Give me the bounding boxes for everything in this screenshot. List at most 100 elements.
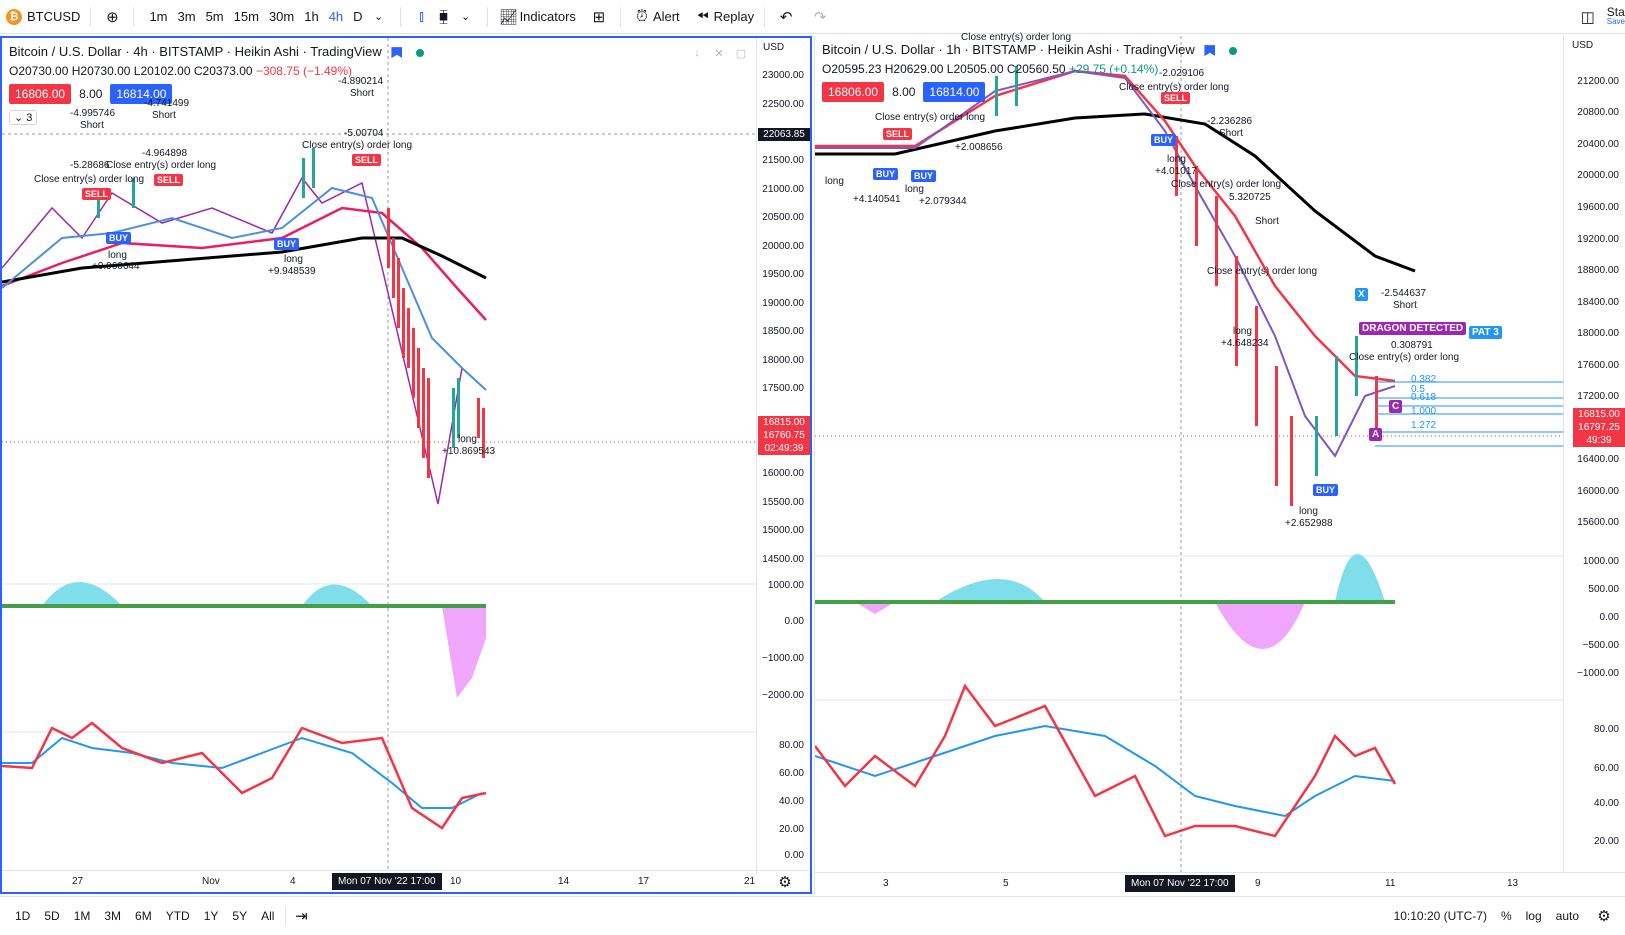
price-label: 18000.00: [762, 355, 804, 366]
fib-label: 0.382: [1411, 374, 1437, 385]
ohlc-high: H20629.00: [884, 62, 944, 76]
close-icon[interactable]: ✕: [714, 47, 724, 60]
ohlc-open: O20730.00: [9, 64, 69, 78]
maximize-icon[interactable]: ▢: [735, 47, 747, 60]
buy-signal: BUY: [873, 168, 899, 180]
redo-button[interactable]: ↷: [803, 0, 837, 34]
percent-toggle[interactable]: %: [1500, 909, 1512, 923]
divider: [486, 6, 488, 27]
right-chart-canvas[interactable]: [815, 36, 1625, 894]
gear-icon[interactable]: ⚙: [778, 874, 792, 891]
trade-annotation: +9.960644: [92, 261, 140, 272]
trade-annotation: Short: [1393, 300, 1417, 311]
alert-button[interactable]: ⏰︎ Alert: [625, 0, 686, 34]
timeframe-D[interactable]: D: [353, 9, 363, 24]
chevron-down-icon[interactable]: ⌄: [373, 11, 384, 23]
range-5Y[interactable]: 5Y: [232, 908, 248, 923]
buy-price-button[interactable]: 16814.00: [923, 82, 986, 102]
left-time-axis[interactable]: 27 Nov 4 Mon 07 Nov '22 17:00 10 14 17 2…: [2, 870, 810, 892]
toolbar-right: ◫ Sta Save: [1577, 0, 1625, 34]
range-All[interactable]: All: [261, 908, 275, 923]
left-macd-histogram: [2, 582, 486, 698]
timeframe-5m[interactable]: 5m: [205, 9, 224, 24]
bar-countdown: 02:49:39: [758, 442, 810, 455]
replay-button[interactable]: ⏪︎ Replay: [686, 0, 760, 34]
arrow-down-icon[interactable]: ↓: [694, 47, 700, 59]
flag-icon[interactable]: [391, 47, 403, 59]
buy-price-button[interactable]: 16814.00: [110, 84, 173, 104]
timeframe-1m[interactable]: 1m: [149, 9, 168, 24]
buy-signal: BUY: [274, 238, 300, 250]
divider: [764, 6, 766, 27]
left-price-scale[interactable]: USD 23000.00 22500.00 22063.85 21500.00 …: [756, 38, 810, 874]
right-chart-pane[interactable]: Bitcoin / U.S. Dollar · 1h · BITSTAMP · …: [814, 32, 1625, 894]
buy-signal: BUY: [1313, 484, 1339, 496]
chart-type-button[interactable]: ⫾ ⧯ ⌄: [405, 0, 483, 34]
date-range-icon[interactable]: ⇥: [295, 907, 308, 925]
btc-logo-icon: ₿: [6, 8, 22, 25]
fib-label: 1.272: [1411, 420, 1437, 431]
price-label: 19200.00: [1577, 234, 1619, 245]
currency-label[interactable]: USD: [763, 42, 785, 53]
timeframe-30m[interactable]: 30m: [268, 9, 295, 24]
save-button[interactable]: Sta Save: [1607, 6, 1625, 27]
timeframe-4h[interactable]: 4h: [328, 9, 344, 24]
rsi-label: 0.00: [784, 850, 804, 861]
rewind-icon: ⏪︎: [696, 8, 709, 25]
divider: [619, 6, 621, 27]
clock-time[interactable]: 10:10:20 (UTC-7): [1393, 909, 1487, 923]
timeframe-1h[interactable]: 1h: [304, 9, 319, 24]
price-label: 16000.00: [762, 468, 804, 479]
range-YTD[interactable]: YTD: [165, 908, 190, 923]
range-1D[interactable]: 1D: [15, 908, 31, 923]
indicators-label: Indicators: [519, 9, 576, 24]
left-chart-canvas[interactable]: [2, 38, 810, 892]
timeframe-3m[interactable]: 3m: [177, 9, 196, 24]
crosshair-time-tag: Mon 07 Nov '22 17:00: [332, 873, 442, 890]
flag-icon[interactable]: [1204, 45, 1216, 57]
timeframe-group: 1m 3m 5m 15m 30m 1h 4h D ⌄: [138, 0, 395, 34]
auto-toggle[interactable]: auto: [1555, 909, 1579, 923]
layout-icon[interactable]: ◫: [1580, 9, 1595, 26]
range-1Y[interactable]: 1Y: [203, 908, 219, 923]
range-6M[interactable]: 6M: [135, 908, 152, 923]
undo-button[interactable]: ↶: [769, 0, 803, 34]
range-3M[interactable]: 3M: [104, 908, 122, 923]
log-toggle[interactable]: log: [1525, 909, 1542, 923]
grid-icon: ⊞: [592, 8, 606, 26]
currency-label[interactable]: USD: [1572, 40, 1594, 51]
templates-button[interactable]: ⊞: [582, 0, 616, 34]
trade-annotation: long: [825, 176, 844, 187]
price-label: 23000.00: [762, 70, 804, 81]
range-1M[interactable]: 1M: [73, 908, 91, 923]
time-label: 21: [744, 876, 756, 887]
divider: [90, 6, 92, 27]
right-ohlc: O20595.23 H20629.00 L20505.00 C20560.50 …: [822, 62, 1158, 76]
price-label: 21200.00: [1577, 76, 1619, 87]
fib-label: 1.000: [1411, 406, 1437, 417]
trade-annotation: -4.964898: [142, 148, 188, 159]
trade-annotation: +4.01017: [1155, 166, 1197, 177]
bar-chart-type-icon: ⫾: [419, 8, 424, 25]
symbol-search[interactable]: ₿ BTCUSD: [0, 0, 86, 34]
range-5D[interactable]: 5D: [44, 908, 60, 923]
indicators-button[interactable]: 📈︎ Indicators: [492, 0, 582, 34]
macd-label: 0.00: [1599, 612, 1619, 623]
trade-annotation: -4.995746: [70, 108, 116, 119]
timeframe-15m[interactable]: 15m: [233, 9, 259, 24]
sell-price-button[interactable]: 16806.00: [822, 82, 885, 102]
trade-annotation: long: [284, 254, 303, 265]
right-price-scale[interactable]: USD 21200.00 20800.00 20400.00 20000.00 …: [1563, 36, 1625, 872]
right-time-axis[interactable]: 3 5 Mon 07 Nov '22 17:00 9 11 13: [815, 872, 1625, 894]
sell-price-button[interactable]: 16806.00: [9, 84, 72, 104]
settings-gear-icon[interactable]: ⚙: [1597, 908, 1611, 925]
sell-signal: SELL: [352, 154, 382, 166]
left-chart-pane[interactable]: Bitcoin / U.S. Dollar · 4h · BITSTAMP · …: [0, 36, 812, 894]
compare-button[interactable]: ⊕: [95, 0, 129, 34]
macd-label: 1000.00: [767, 580, 804, 591]
price-label: 22500.00: [762, 99, 804, 110]
undo-icon: ↶: [779, 8, 793, 26]
buy-signal: BUY: [1151, 134, 1177, 146]
alarm-clock-icon: ⏰︎: [636, 8, 648, 25]
indicator-count-toggle[interactable]: ⌄ 3: [9, 110, 38, 125]
